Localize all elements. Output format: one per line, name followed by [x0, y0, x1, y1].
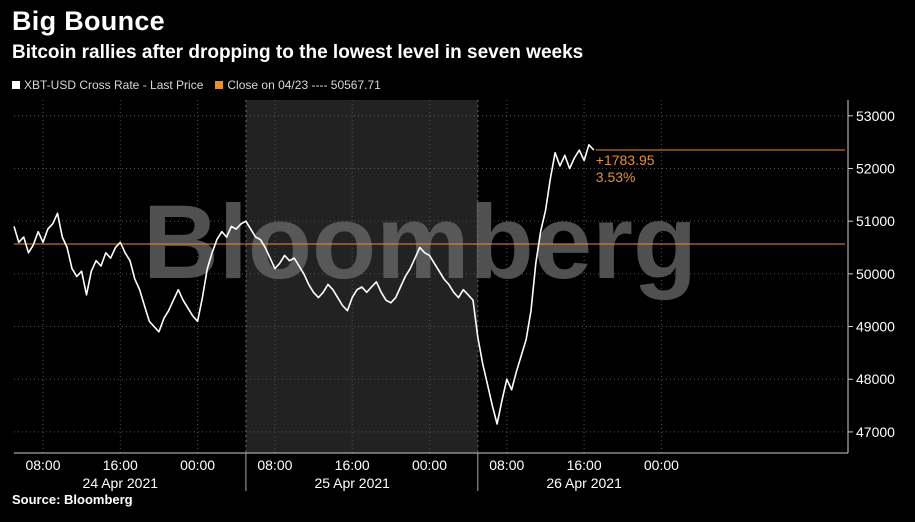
shaded-day-region: [245, 100, 478, 453]
legend: XBT-USD Cross Rate - Last Price Close on…: [12, 78, 381, 92]
x-day-label: 24 Apr 2021: [83, 475, 159, 491]
x-tick-label: 16:00: [567, 457, 602, 473]
watermark: Bloomberg: [143, 184, 697, 301]
y-tick-label: 53000: [856, 108, 895, 124]
price-series-line: [13, 144, 595, 425]
y-tick-label: 48000: [856, 371, 895, 387]
y-tick-label: 50000: [856, 266, 895, 282]
change-annotation-percent: 3.53%: [596, 169, 636, 185]
x-tick-label: 08:00: [257, 457, 292, 473]
x-tick-label: 00:00: [412, 457, 447, 473]
legend-reference-label: Close on 04/23 ---- 50567.71: [227, 78, 381, 92]
legend-series-label: XBT-USD Cross Rate - Last Price: [24, 78, 204, 92]
x-tick-label: 08:00: [25, 457, 60, 473]
x-day-label: 26 Apr 2021: [546, 475, 622, 491]
chart-subtitle: Bitcoin rallies after dropping to the lo…: [12, 42, 584, 63]
reference-swatch: [215, 81, 224, 89]
x-day-label: 25 Apr 2021: [314, 475, 390, 491]
y-tick-label: 51000: [856, 213, 895, 229]
x-tick-label: 16:00: [103, 457, 138, 473]
source-note: Source: Bloomberg: [12, 492, 133, 507]
x-tick-label: 00:00: [644, 457, 679, 473]
y-tick-label: 52000: [856, 160, 895, 176]
change-annotation-value: +1783.95: [596, 152, 655, 168]
x-tick-label: 08:00: [489, 457, 524, 473]
series-swatch: [12, 81, 20, 89]
y-tick-label: 49000: [856, 319, 895, 335]
x-tick-label: 16:00: [335, 457, 370, 473]
chart-title: Big Bounce: [12, 6, 166, 36]
x-tick-label: 00:00: [180, 457, 215, 473]
y-tick-label: 47000: [856, 424, 895, 440]
